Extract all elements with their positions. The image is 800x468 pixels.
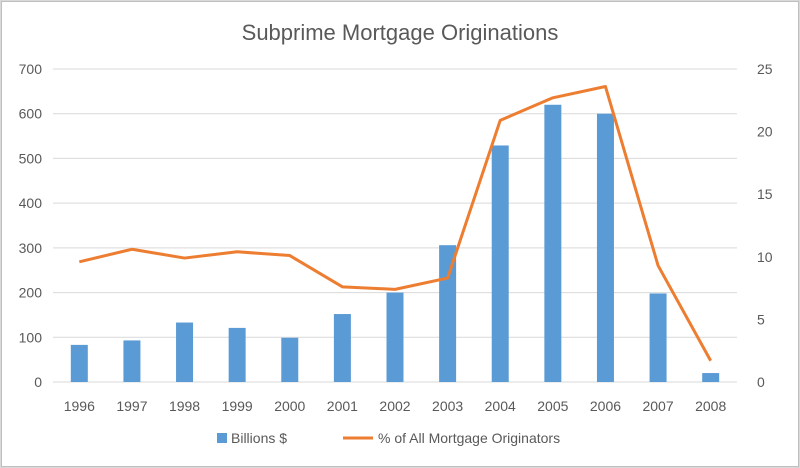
legend-label-bars: Billions $ bbox=[231, 430, 287, 446]
left-axis-tick-label: 100 bbox=[19, 329, 43, 345]
x-axis-tick-label: 1998 bbox=[169, 398, 200, 414]
x-axis-tick-label: 1997 bbox=[116, 398, 147, 414]
x-axis-ticks: 1996 1997 1998 1999 2000 2001 2002 2003 2004 2005… bbox=[64, 398, 727, 414]
left-axis-tick-label: 400 bbox=[19, 195, 43, 211]
x-axis-tick-label: 2003 bbox=[432, 398, 463, 414]
legend-label-line: % of All Mortgage Originators bbox=[378, 430, 560, 446]
left-axis-tick-label: 300 bbox=[19, 240, 43, 256]
left-axis-tick-label: 500 bbox=[19, 150, 43, 166]
left-axis-tick-label: 700 bbox=[19, 61, 43, 77]
bar bbox=[333, 314, 351, 382]
right-axis-tick-label: 20 bbox=[757, 124, 773, 140]
x-axis-tick-label: 2001 bbox=[327, 398, 358, 414]
bar bbox=[596, 113, 614, 382]
bar bbox=[544, 104, 562, 383]
right-axis-tick-label: 5 bbox=[757, 311, 765, 327]
x-axis-tick-label: 2000 bbox=[274, 398, 305, 414]
x-axis-tick-label: 2002 bbox=[379, 398, 410, 414]
legend-swatch-bars bbox=[217, 433, 227, 443]
series-line bbox=[78, 85, 713, 362]
x-axis-tick-label: 2004 bbox=[485, 398, 516, 414]
bar bbox=[702, 373, 720, 382]
right-axis-tick-label: 0 bbox=[757, 374, 765, 390]
bar bbox=[281, 337, 299, 382]
left-axis-ticks: 0 100 200 300 400 500 600 700 bbox=[19, 61, 43, 390]
bar bbox=[649, 293, 667, 382]
line-series bbox=[78, 85, 713, 362]
legend: Billions $ % of All Mortgage Originators bbox=[217, 430, 560, 446]
x-axis-tick-label: 1996 bbox=[64, 398, 95, 414]
bar bbox=[228, 327, 246, 382]
left-axis-tick-label: 600 bbox=[19, 106, 43, 122]
right-axis-tick-label: 15 bbox=[757, 186, 773, 202]
chart-title: Subprime Mortgage Originations bbox=[242, 20, 559, 45]
x-axis-tick-label: 1999 bbox=[222, 398, 253, 414]
x-axis-tick-label: 2006 bbox=[590, 398, 621, 414]
left-axis-tick-label: 0 bbox=[34, 374, 42, 390]
right-axis-tick-label: 10 bbox=[757, 249, 773, 265]
bar bbox=[439, 245, 457, 382]
x-axis-tick-label: 2007 bbox=[642, 398, 673, 414]
bar bbox=[123, 340, 141, 382]
bar bbox=[70, 344, 88, 382]
right-axis-ticks: 0 5 10 15 20 25 bbox=[757, 61, 773, 390]
x-axis-tick-label: 2008 bbox=[695, 398, 726, 414]
gridlines bbox=[53, 68, 737, 383]
left-axis-tick-label: 200 bbox=[19, 285, 43, 301]
bar bbox=[386, 292, 404, 382]
bar bbox=[491, 145, 509, 382]
right-axis-tick-label: 25 bbox=[757, 61, 773, 77]
x-axis-tick-label: 2005 bbox=[537, 398, 568, 414]
bar bbox=[176, 322, 194, 382]
